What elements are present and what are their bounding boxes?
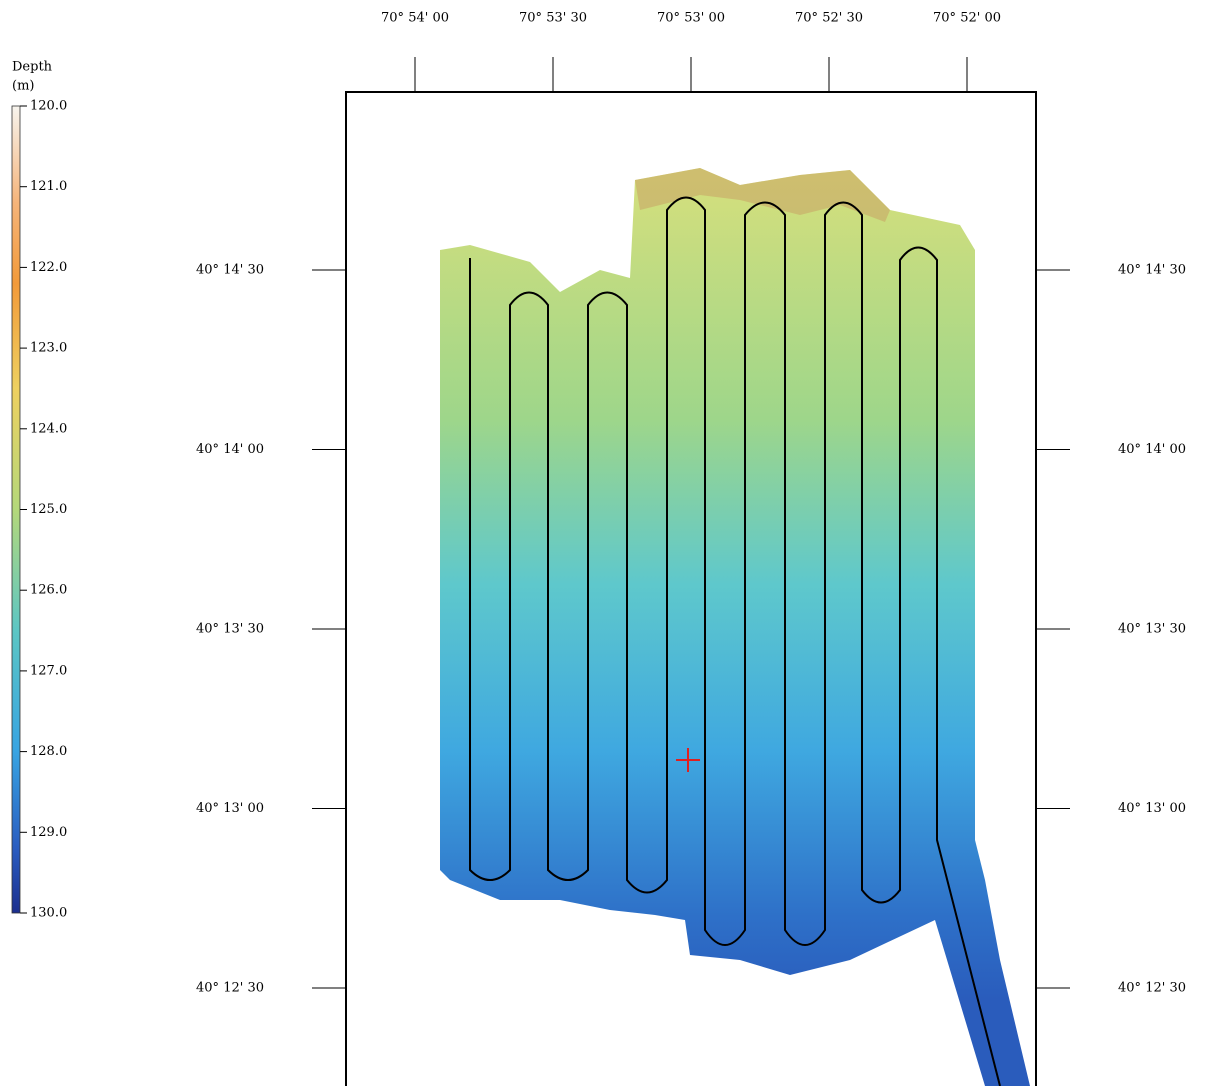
lat-label-left: 40° 12' 30 <box>196 981 264 996</box>
colorbar-unit: (m) <box>12 79 34 94</box>
lon-label: 70° 52' 30 <box>795 11 863 26</box>
bathymetry-surface <box>440 168 1030 1086</box>
colorbar-tick-label: 130.0 <box>30 906 67 921</box>
lat-label-left: 40° 13' 30 <box>196 622 264 637</box>
lat-label-left: 40° 14' 30 <box>196 263 264 278</box>
colorbar-tick-label: 122.0 <box>30 260 67 275</box>
lat-label-right: 40° 14' 00 <box>1118 442 1186 457</box>
lat-label-right: 40° 14' 30 <box>1118 263 1186 278</box>
colorbar-ramp <box>11 105 21 914</box>
colorbar-tick-label: 125.0 <box>30 502 67 517</box>
colorbar-tick-label: 121.0 <box>30 179 67 194</box>
lon-label: 70° 52' 00 <box>933 11 1001 26</box>
colorbar-tick-label: 126.0 <box>30 583 67 598</box>
survey-track <box>469 196 1001 1086</box>
colorbar-tick-label: 129.0 <box>30 825 67 840</box>
lon-label: 70° 54' 00 <box>381 11 449 26</box>
lat-label-right: 40° 13' 30 <box>1118 622 1186 637</box>
target-marker <box>676 748 700 772</box>
lat-label-left: 40° 14' 00 <box>196 442 264 457</box>
colorbar-tick-label: 124.0 <box>30 421 67 436</box>
shoal-area <box>635 168 890 222</box>
colorbar-tick-label: 128.0 <box>30 744 67 759</box>
lat-label-left: 40° 13' 00 <box>196 801 264 816</box>
lon-label: 70° 53' 30 <box>519 11 587 26</box>
lat-label-right: 40° 13' 00 <box>1118 801 1186 816</box>
colorbar-title: Depth <box>12 60 53 75</box>
colorbar-tick-label: 127.0 <box>30 663 67 678</box>
colorbar-tick-label: 120.0 <box>30 99 67 114</box>
lat-label-right: 40° 12' 30 <box>1118 981 1186 996</box>
lon-label: 70° 53' 00 <box>657 11 725 26</box>
colorbar-tick-label: 123.0 <box>30 341 67 356</box>
